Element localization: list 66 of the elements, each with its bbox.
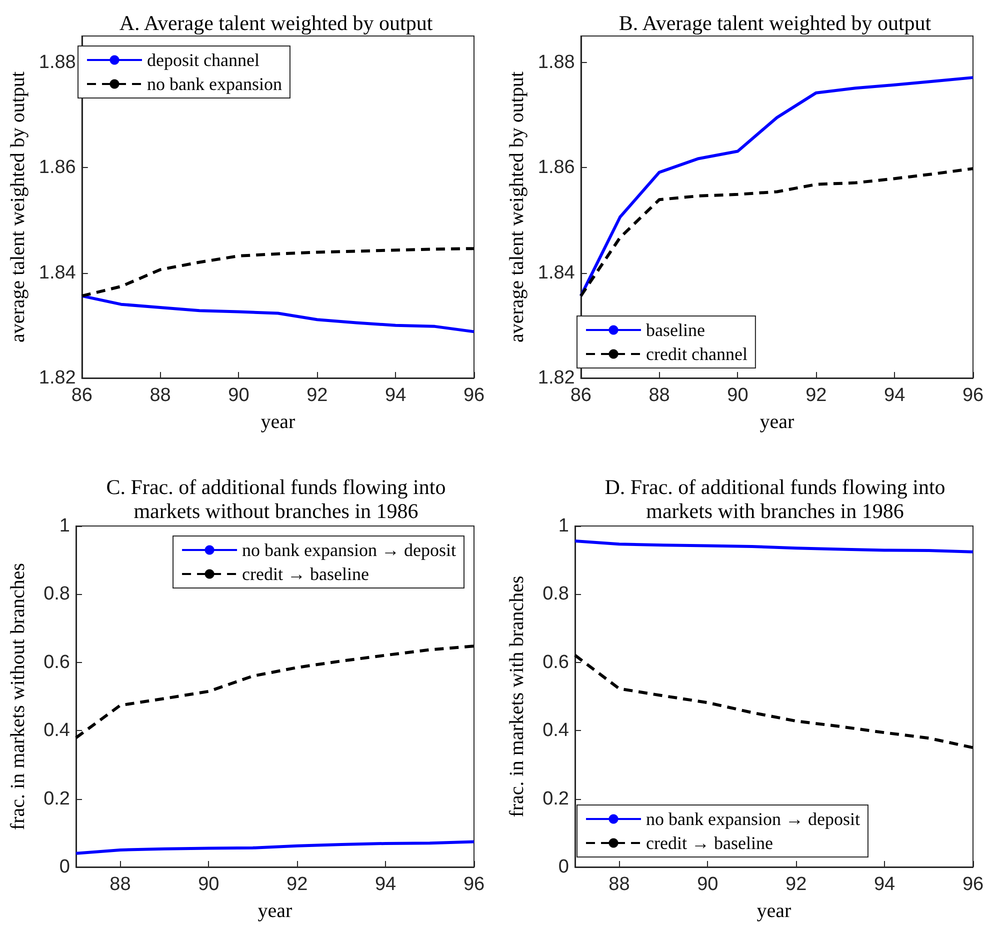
y-tick-label: 0.2: [542, 788, 569, 810]
y-tick-label: 0.4: [542, 720, 570, 742]
y-axis-title: frac. in markets without branches: [7, 562, 29, 830]
x-tick-label: 92: [786, 874, 807, 895]
line-series: [579, 167, 974, 298]
x-axis-title: year: [756, 900, 792, 922]
line-series: [574, 540, 974, 554]
x-tick-label: 94: [374, 874, 397, 895]
legend-label: no bank expansion: [147, 74, 282, 94]
legend-label: credit → baseline: [242, 564, 369, 584]
x-tick-label: 92: [306, 385, 328, 406]
y-tick-label: 1.86: [38, 157, 76, 178]
line-series: [80, 247, 476, 298]
chart-title: B. Average talent weighted by output: [618, 11, 932, 35]
x-axis-title: year: [258, 900, 293, 922]
x-tick-label: 88: [608, 874, 630, 895]
legend-label: baseline: [646, 320, 705, 340]
line-series: [74, 644, 476, 740]
x-tick-label: 92: [286, 874, 308, 895]
x-axis-title: year: [760, 411, 794, 433]
x-tick-label: 96: [463, 385, 485, 406]
legend-label: no bank expansion → deposit: [242, 540, 456, 560]
x-tick-label: 88: [648, 385, 670, 406]
x-tick-label: 88: [150, 385, 171, 406]
y-tick-label: 0.2: [44, 788, 70, 810]
line-series: [579, 76, 974, 298]
x-tick-label: 90: [228, 385, 250, 406]
y-tick-label: 1: [558, 516, 569, 536]
y-tick-label: 1.88: [38, 52, 76, 73]
y-tick-label: 0: [59, 856, 70, 878]
legend-label: credit → baseline: [646, 833, 773, 853]
y-tick-label: 0.6: [542, 652, 569, 673]
y-tick-label: 0.4: [44, 720, 70, 742]
y-tick-label: 0.8: [44, 584, 70, 605]
x-tick-label: 96: [962, 874, 984, 895]
legend-label: deposit channel: [147, 50, 260, 70]
y-axis-title: frac. in markets with branches: [506, 576, 528, 818]
x-tick-label: 94: [884, 385, 906, 406]
x-tick-label: 90: [697, 874, 718, 895]
x-tick-label: 94: [385, 385, 407, 406]
y-tick-label: 0.8: [542, 584, 569, 605]
legend-label: credit channel: [646, 344, 748, 364]
x-axis-title: year: [260, 411, 296, 433]
y-tick-label: 1: [59, 516, 70, 536]
chart-title: A. Average talent weighted by output: [119, 11, 433, 35]
x-tick-label: 90: [198, 874, 220, 895]
x-tick-label: 96: [463, 874, 485, 895]
legend-label: no bank expansion → deposit: [646, 809, 860, 829]
y-tick-label: 0.6: [44, 652, 70, 673]
chart-title: D. Frac. of additional funds flowing into markets with branches in 1986: [604, 475, 946, 523]
chart-title: C. Frac. of additional funds flowing into markets without branches in 1986: [106, 475, 446, 523]
x-tick-label: 96: [962, 385, 984, 406]
y-tick-label: 1.84: [38, 262, 76, 284]
x-tick-label: 92: [806, 385, 827, 406]
x-tick-label: 90: [727, 385, 748, 406]
y-tick-label: 1.86: [538, 157, 575, 178]
y-tick-label: 1.84: [538, 262, 576, 284]
line-series: [574, 654, 974, 750]
y-axis-title: average talent weighted by output: [506, 71, 528, 343]
y-axis-title: average talent weighted by output: [7, 71, 29, 343]
y-tick-label: 1.88: [538, 52, 575, 73]
line-series: [80, 294, 476, 334]
y-tick-label: 0: [558, 856, 569, 878]
x-tick-label: 88: [110, 874, 131, 895]
line-series: [74, 840, 476, 855]
x-tick-label: 94: [874, 874, 896, 895]
